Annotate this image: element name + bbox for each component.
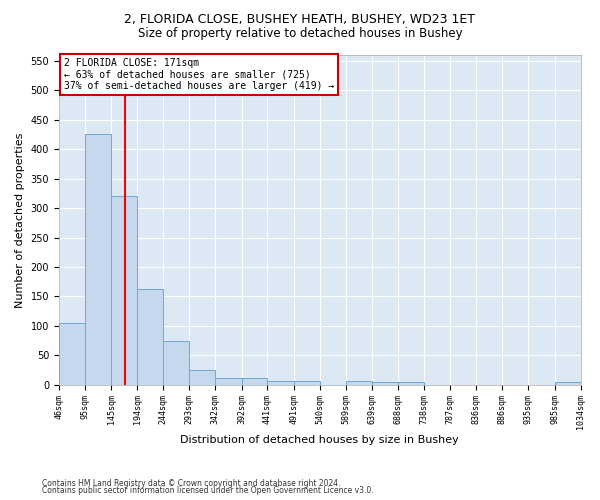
Bar [137, 290, 163, 384]
Text: Contains HM Land Registry data © Crown copyright and database right 2024.: Contains HM Land Registry data © Crown c… [42, 478, 341, 488]
Bar [111, 196, 137, 384]
Bar [242, 378, 268, 384]
Bar [215, 378, 242, 384]
Bar [294, 380, 320, 384]
Bar [85, 134, 111, 384]
Bar [268, 380, 294, 384]
Bar [398, 382, 424, 384]
Bar [372, 382, 398, 384]
Bar [163, 340, 190, 384]
Bar [346, 380, 372, 384]
Text: 2 FLORIDA CLOSE: 171sqm
← 63% of detached houses are smaller (725)
37% of semi-d: 2 FLORIDA CLOSE: 171sqm ← 63% of detache… [64, 58, 334, 92]
Bar [59, 323, 85, 384]
Bar [190, 370, 215, 384]
Y-axis label: Number of detached properties: Number of detached properties [15, 132, 25, 308]
Text: Size of property relative to detached houses in Bushey: Size of property relative to detached ho… [137, 28, 463, 40]
X-axis label: Distribution of detached houses by size in Bushey: Distribution of detached houses by size … [181, 435, 459, 445]
Text: Contains public sector information licensed under the Open Government Licence v3: Contains public sector information licen… [42, 486, 374, 495]
Text: 2, FLORIDA CLOSE, BUSHEY HEATH, BUSHEY, WD23 1ET: 2, FLORIDA CLOSE, BUSHEY HEATH, BUSHEY, … [125, 12, 476, 26]
Bar [554, 382, 581, 384]
